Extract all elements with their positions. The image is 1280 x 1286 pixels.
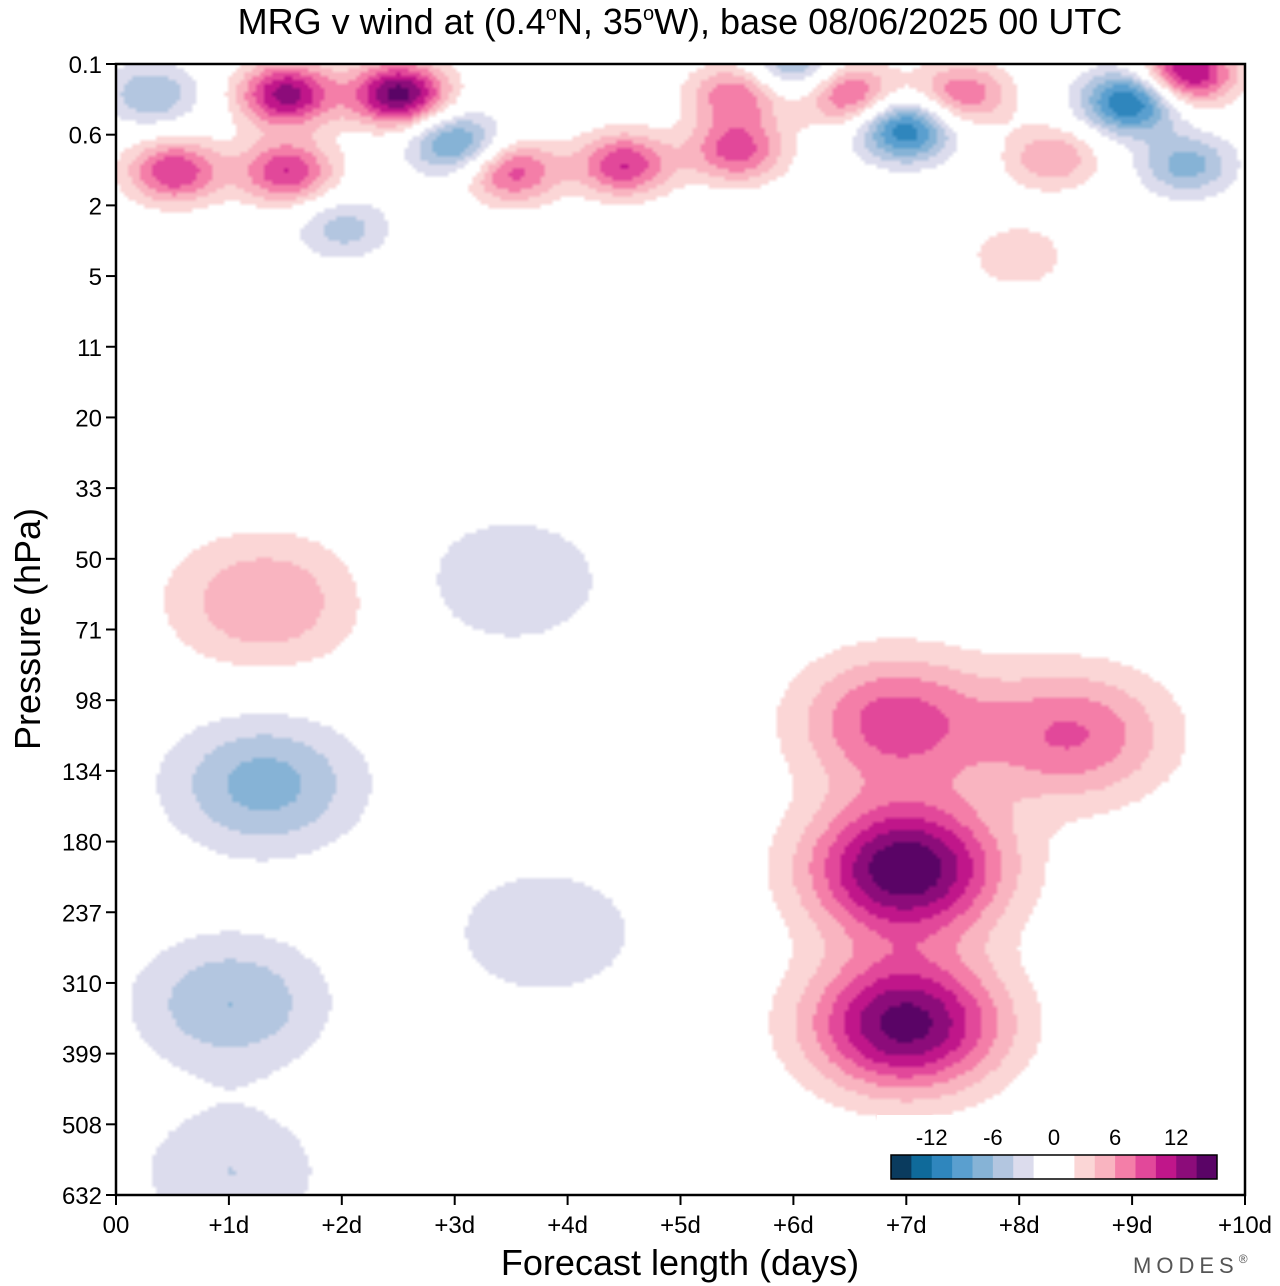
y-tick-label: 632 [62,1183,102,1210]
x-tick-label: +2d [321,1212,362,1239]
legend-label: 0 [1048,1125,1060,1150]
x-tick-label: +1d [209,1212,250,1239]
x-tick-label: +8d [999,1212,1040,1239]
y-tick-label: 0.1 [69,52,102,79]
x-tick-label: +10d [1218,1212,1272,1239]
y-axis-label: Pressure (hPa) [7,508,48,750]
legend-label: -6 [983,1125,1003,1150]
y-tick-label: 508 [62,1112,102,1139]
chart-title: MRG v wind at (0.4oN, 35oW), base 08/06/… [238,1,1123,42]
legend-swatch [1155,1155,1177,1179]
y-tick-label: 50 [75,547,102,574]
legend-swatch [911,1155,933,1179]
y-tick-label: 399 [62,1042,102,1069]
legend-swatch [952,1155,973,1179]
legend-swatch [1074,1155,1096,1179]
x-tick-label: +9d [1112,1212,1153,1239]
legend-swatch [1196,1155,1218,1179]
legend-swatch [1013,1155,1035,1179]
heatmap-field [116,64,1245,1195]
legend-swatch [931,1155,953,1179]
y-tick-label: 180 [62,830,102,857]
plot-area [114,62,1247,1197]
x-axis-label: Forecast length (days) [501,1242,859,1283]
y-tick-label: 237 [62,900,102,927]
legend: -12 -6 0 6 12 [877,1115,1231,1189]
y-tick-label: 134 [62,759,102,786]
legend-label: 6 [1109,1125,1121,1150]
legend-swatch [992,1155,1014,1179]
y-tick-label: 310 [62,971,102,998]
legend-label: 12 [1164,1125,1188,1150]
y-tick-label: 5 [89,264,102,291]
x-tick-label: +7d [886,1212,927,1239]
legend-swatch [1054,1155,1075,1179]
brand-logo: MODES® [1133,1252,1248,1278]
legend-swatch [1033,1155,1055,1179]
y-tick-label: 20 [75,405,102,432]
y-tick-label: 2 [89,193,102,220]
x-tick-label: +3d [434,1212,475,1239]
legend-swatch [891,1155,912,1179]
legend-swatch [1115,1155,1136,1179]
y-tick-label: 98 [75,688,102,715]
x-tick-label: 00 [103,1212,130,1239]
y-tick-label: 11 [77,335,102,362]
y-tick-label: 33 [75,476,102,503]
legend-label: -12 [916,1125,948,1150]
y-axis: 0.1 0.6 2 5 11 20 33 50 71 98 134 180 237 310 399 508 63… [62,52,116,1210]
legend-swatch [1176,1155,1198,1179]
legend-swatch [972,1155,994,1179]
x-tick-label: +4d [547,1212,588,1239]
x-tick-label: +6d [773,1212,814,1239]
y-tick-label: 71 [75,618,102,645]
y-tick-label: 0.6 [69,123,102,150]
legend-swatch [1094,1155,1116,1179]
legend-frame [890,1154,1218,1180]
x-axis: 00 +1d +2d +3d +4d +5d +6d +7d +8d +9d +10d [103,1195,1272,1239]
legend-swatch [1135,1155,1157,1179]
x-tick-label: +5d [660,1212,701,1239]
